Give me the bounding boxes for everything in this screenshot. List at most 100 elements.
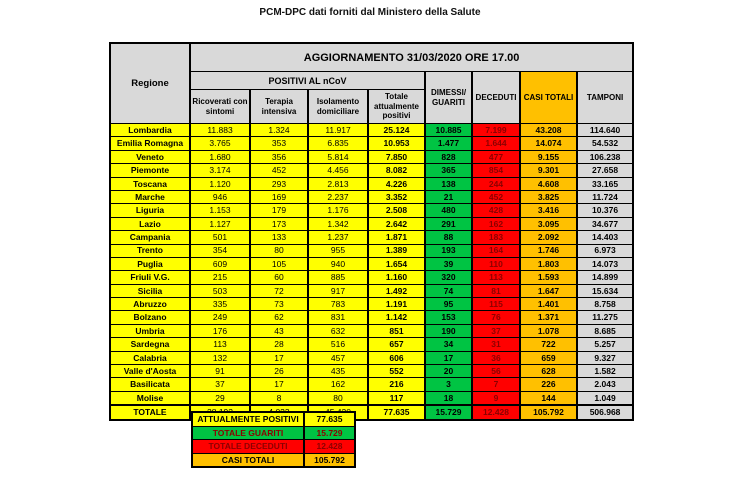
casi-totali-cell: 1.803 xyxy=(519,256,578,272)
casi-totali-cell: 1.647 xyxy=(519,283,578,299)
dimessi-cell: 39 xyxy=(424,256,473,272)
tamponi-cell: 14.899 xyxy=(575,270,635,285)
region-name-cell: Piemonte xyxy=(109,163,191,178)
ricoverati-cell: 1.120 xyxy=(189,176,251,191)
tamponi-cell: 9.327 xyxy=(575,350,635,366)
totale-positivi-cell: 77.635 xyxy=(367,404,426,421)
casi-totali-cell: 4.608 xyxy=(519,176,578,191)
casi-totali-cell: 43.208 xyxy=(519,122,578,138)
region-name-cell: Abruzzo xyxy=(109,297,191,312)
isolamento-cell: 2.237 xyxy=(307,189,369,205)
dimessi-cell: 193 xyxy=(424,243,473,258)
terapia-cell: 80 xyxy=(249,243,309,258)
summary-value: 77.635 xyxy=(303,411,356,427)
terapia-cell: 72 xyxy=(249,283,309,299)
region-row: Veneto 1.680 356 5.814 7.850 828 477 9.155 106.2… xyxy=(109,149,635,165)
region-name-cell: Umbria xyxy=(109,323,191,339)
totale-positivi-cell: 1.871 xyxy=(367,230,426,245)
region-row: Molise 29 8 80 117 18 9 144 1.049 xyxy=(109,390,635,406)
summary-label: TOTALE DECEDUTI xyxy=(191,439,305,454)
ricoverati-cell: 176 xyxy=(189,323,251,339)
ricoverati-cell: 91 xyxy=(189,364,251,379)
isolamento-cell: 5.814 xyxy=(307,149,369,165)
dimessi-cell: 3 xyxy=(424,377,473,392)
region-name-cell: Puglia xyxy=(109,256,191,272)
col-header-tamponi: TAMPONI xyxy=(575,71,635,124)
isolamento-cell: 6.835 xyxy=(307,136,369,151)
ricoverati-cell: 11.883 xyxy=(189,122,251,138)
dimessi-cell: 17 xyxy=(424,350,473,366)
casi-totali-cell: 105.792 xyxy=(519,404,578,421)
tamponi-cell: 54.532 xyxy=(575,136,635,151)
deceduti-cell: 162 xyxy=(471,216,521,232)
isolamento-cell: 4.456 xyxy=(307,163,369,178)
ricoverati-cell: 354 xyxy=(189,243,251,258)
terapia-cell: 356 xyxy=(249,149,309,165)
ricoverati-cell: 113 xyxy=(189,337,251,352)
tamponi-cell: 11.275 xyxy=(575,310,635,325)
isolamento-cell: 457 xyxy=(307,350,369,366)
deceduti-cell: 56 xyxy=(471,364,521,379)
tamponi-cell: 14.073 xyxy=(575,256,635,272)
terapia-cell: 73 xyxy=(249,297,309,312)
terapia-cell: 169 xyxy=(249,189,309,205)
ricoverati-cell: 501 xyxy=(189,230,251,245)
casi-totali-cell: 3.825 xyxy=(519,189,578,205)
deceduti-cell: 452 xyxy=(471,189,521,205)
region-name-cell: Lombardia xyxy=(109,122,191,138)
dimessi-cell: 190 xyxy=(424,323,473,339)
terapia-cell: 17 xyxy=(249,350,309,366)
dimessi-cell: 10.885 xyxy=(424,122,473,138)
deceduti-cell: 7.199 xyxy=(471,122,521,138)
totale-positivi-cell: 1.160 xyxy=(367,270,426,285)
deceduti-cell: 854 xyxy=(471,163,521,178)
tamponi-cell: 5.257 xyxy=(575,337,635,352)
region-row: Valle d'Aosta 91 26 435 552 20 56 628 1.582 xyxy=(109,364,635,379)
deceduti-cell: 37 xyxy=(471,323,521,339)
summary-value: 105.792 xyxy=(303,452,356,468)
totale-positivi-cell: 10.953 xyxy=(367,136,426,151)
totale-positivi-cell: 1.389 xyxy=(367,243,426,258)
summary-label: CASI TOTALI xyxy=(191,452,305,468)
terapia-cell: 28 xyxy=(249,337,309,352)
region-row: Liguria 1.153 179 1.176 2.508 480 428 3.416 10.3… xyxy=(109,203,635,218)
totale-positivi-cell: 552 xyxy=(367,364,426,379)
region-name-cell: Calabria xyxy=(109,350,191,366)
dimessi-cell: 88 xyxy=(424,230,473,245)
summary-label: ATTUALMENTE POSITIVI xyxy=(191,411,305,427)
isolamento-cell: 516 xyxy=(307,337,369,352)
region-row: Puglia 609 105 940 1.654 39 110 1.803 14.073 xyxy=(109,256,635,272)
positivi-group-header: POSITIVI AL nCoV xyxy=(189,71,426,90)
totale-positivi-cell: 1.142 xyxy=(367,310,426,325)
totale-positivi-cell: 8.082 xyxy=(367,163,426,178)
tamponi-cell: 11.724 xyxy=(575,189,635,205)
isolamento-cell: 940 xyxy=(307,256,369,272)
casi-totali-cell: 628 xyxy=(519,364,578,379)
casi-totali-cell: 144 xyxy=(519,390,578,406)
summary-row: ATTUALMENTE POSITIVI 77.635 xyxy=(191,411,356,427)
summary-value: 15.729 xyxy=(303,425,356,441)
totale-positivi-cell: 1.492 xyxy=(367,283,426,299)
total-row: TOTALE28.1924.02345.42077.63515.72912.42… xyxy=(109,404,635,421)
ricoverati-cell: 37 xyxy=(189,377,251,392)
terapia-cell: 43 xyxy=(249,323,309,339)
region-name-cell: Marche xyxy=(109,189,191,205)
deceduti-cell: 110 xyxy=(471,256,521,272)
isolamento-cell: 1.237 xyxy=(307,230,369,245)
region-name-cell: Toscana xyxy=(109,176,191,191)
tamponi-cell: 14.403 xyxy=(575,230,635,245)
summary-row: TOTALE DECEDUTI 12.428 xyxy=(191,439,356,454)
totale-positivi-cell: 216 xyxy=(367,377,426,392)
region-name-cell: Molise xyxy=(109,390,191,406)
terapia-cell: 8 xyxy=(249,390,309,406)
casi-totali-cell: 9.155 xyxy=(519,149,578,165)
dimessi-cell: 20 xyxy=(424,364,473,379)
region-name-cell: Emilia Romagna xyxy=(109,136,191,151)
region-name-cell: TOTALE xyxy=(109,404,191,421)
regions-tbody: Lombardia 11.883 1.324 11.917 25.124 10.885 7.… xyxy=(109,122,635,421)
region-row: Sicilia 503 72 917 1.492 74 81 1.647 15.634 xyxy=(109,283,635,299)
region-name-cell: Valle d'Aosta xyxy=(109,364,191,379)
terapia-cell: 60 xyxy=(249,270,309,285)
region-name-cell: Friuli V.G. xyxy=(109,270,191,285)
totale-positivi-cell: 657 xyxy=(367,337,426,352)
